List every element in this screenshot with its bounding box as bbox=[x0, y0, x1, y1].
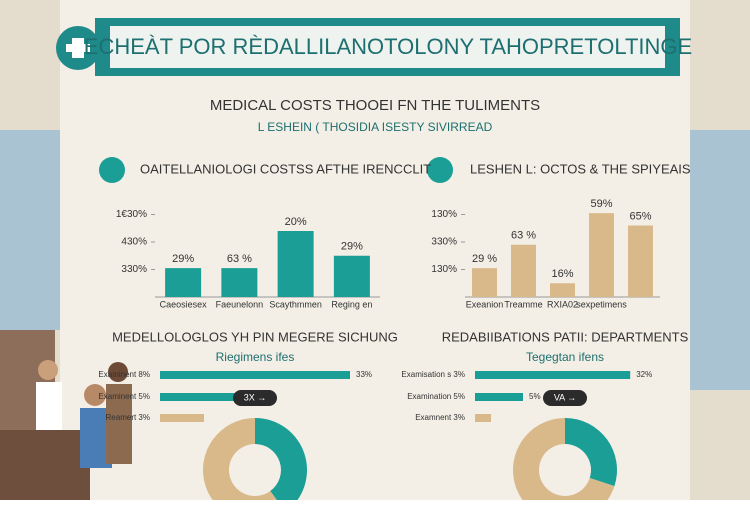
bar-annotation: 63 % bbox=[227, 253, 252, 265]
bar-label: Examinent 5% bbox=[98, 392, 150, 401]
bar bbox=[221, 268, 258, 297]
bar bbox=[628, 225, 653, 297]
donut-segment bbox=[513, 418, 615, 505]
x-tick-label: Faeunelonn bbox=[216, 299, 264, 309]
x-tick-label: Reging en bbox=[331, 299, 372, 309]
bar bbox=[160, 414, 204, 422]
chart-icon bbox=[99, 157, 125, 183]
header-title: ECHEÀT POR RÈDALLILANOTOLONY TAHOPRETOLT… bbox=[84, 34, 692, 59]
people-illustration bbox=[0, 330, 132, 500]
bar bbox=[333, 255, 370, 297]
bar bbox=[475, 371, 631, 379]
bar-annotation: 20% bbox=[285, 216, 307, 228]
bar-label: Examnent 3% bbox=[415, 413, 465, 422]
chart-title: Tegegtan ifens bbox=[526, 350, 604, 364]
bar-annotation: 16% bbox=[551, 268, 573, 280]
x-tick-label: sexpetimens bbox=[576, 299, 627, 309]
x-tick-label: Exeanion bbox=[466, 299, 504, 309]
bar-annotation: 29 % bbox=[472, 253, 497, 265]
x-tick-label: Caeosiesex bbox=[160, 299, 208, 309]
section-title: REDABIIBATIONS PATII: DEPARTMENTS bbox=[442, 329, 689, 344]
chart-title: LESHEN L: OCTOS & THE SPIYEAIS bbox=[470, 161, 691, 176]
x-tick-label: Scaythmmen bbox=[269, 299, 322, 309]
bar bbox=[475, 393, 523, 401]
bar-annotation: 29% bbox=[341, 241, 363, 253]
subtitle: MEDICAL COSTS THOOEI FN THE TULIMENTS bbox=[210, 97, 540, 114]
y-tick-label: 130% bbox=[431, 209, 457, 220]
bar bbox=[475, 414, 491, 422]
bar bbox=[160, 393, 250, 401]
chart-title: Riegimens ifes bbox=[216, 350, 295, 364]
y-tick-label: 330% bbox=[121, 264, 147, 275]
y-tick-label: 330% bbox=[431, 237, 457, 248]
bar bbox=[472, 268, 497, 297]
bar-annotation: 59% bbox=[590, 198, 612, 210]
bar bbox=[277, 231, 314, 297]
bar-annotation: 5% bbox=[529, 392, 541, 401]
x-tick-label: RXIA02 bbox=[547, 299, 578, 309]
bar-label: Examisation s 3% bbox=[401, 370, 465, 379]
header-plate bbox=[110, 26, 665, 68]
chart-title: OAITELLANIOLOGI COSTSS AFTHE IRENCCLIT bbox=[140, 161, 431, 176]
bar bbox=[550, 283, 575, 297]
donut-segment bbox=[565, 418, 617, 487]
window-right bbox=[690, 130, 750, 390]
plus-icon bbox=[66, 38, 90, 58]
donut-segment bbox=[203, 418, 281, 505]
bar-annotation: 33% bbox=[356, 370, 372, 379]
y-tick-label: 1€30% bbox=[116, 209, 147, 220]
tagline: L ESHEIN ( THOSIDIA ISESTY SIVIRREAD bbox=[258, 120, 493, 134]
bar bbox=[589, 213, 614, 297]
window-left bbox=[0, 130, 60, 330]
bar-annotation: 29% bbox=[172, 253, 194, 265]
button[interactable] bbox=[543, 390, 587, 406]
y-tick-label: 130% bbox=[431, 264, 457, 275]
donut-segment bbox=[255, 418, 307, 505]
button-label[interactable]: VA → bbox=[554, 392, 576, 402]
x-tick-label: Treamme bbox=[504, 299, 542, 309]
chart-icon bbox=[427, 157, 453, 183]
bar-label: Examination 5% bbox=[407, 392, 465, 401]
bar-label: Reamert 3% bbox=[106, 413, 150, 422]
bar-annotation: 65% bbox=[629, 210, 651, 222]
button-label[interactable]: 3X → bbox=[244, 392, 267, 402]
bar bbox=[160, 371, 350, 379]
bar-label: Examinent 8% bbox=[98, 370, 150, 379]
bar-annotation: 63 % bbox=[511, 230, 536, 242]
bar bbox=[165, 268, 202, 297]
button[interactable] bbox=[233, 390, 277, 406]
y-tick-label: 430% bbox=[121, 237, 147, 248]
bar bbox=[511, 244, 536, 297]
bar-annotation: 32% bbox=[636, 370, 652, 379]
section-title: MEDELLOLOGLOS YH PIN MEGERE SICHUNG bbox=[112, 329, 398, 344]
